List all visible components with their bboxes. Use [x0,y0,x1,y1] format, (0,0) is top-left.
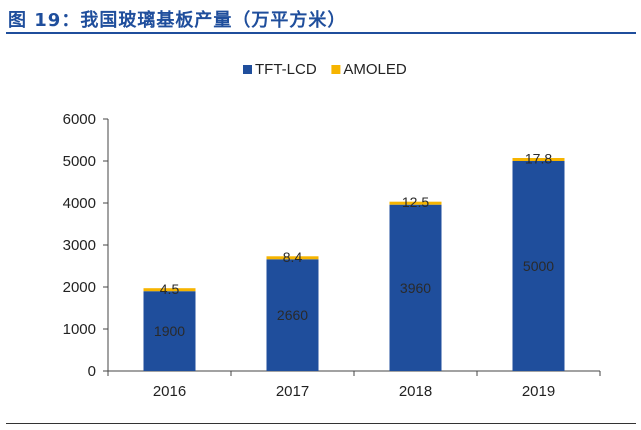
page-title: 图 19：我国玻璃基板产量（万平方米） [8,10,347,31]
amoled-bar [143,288,196,292]
y-tick-label: 3000 [63,237,96,254]
tft-lcd-data-label: 1900 [154,323,185,339]
y-tick-label: 5000 [63,153,96,170]
x-tick-label: 2019 [522,383,555,400]
amoled-data-label: 4.5 [160,281,180,297]
amoled-data-label: 12.5 [402,194,429,210]
tft-lcd-bar [143,291,196,371]
amoled-bar [512,158,565,161]
tft-lcd-data-label: 3960 [400,280,431,296]
x-tick-label: 2016 [153,383,186,400]
tft-lcd-bar [512,161,565,371]
y-tick-label: 1000 [63,321,96,338]
amoled-bar [266,256,319,260]
tft-lcd-bar [266,259,319,371]
bottom-rule [6,423,636,424]
legend-label-amoled: AMOLED [343,61,407,78]
y-tick-label: 0 [88,363,96,380]
tft-lcd-data-label: 2660 [277,307,308,323]
title-bar: 图 19：我国玻璃基板产量（万平方米） [6,4,636,34]
y-tick-label: 2000 [63,279,96,296]
tft-lcd-data-label: 5000 [523,258,554,274]
amoled-bar [389,201,442,205]
amoled-data-label: 8.4 [283,249,303,265]
tft-lcd-bar [389,204,442,371]
y-tick-label: 4000 [63,195,96,212]
y-tick-label: 6000 [63,111,96,128]
x-tick-label: 2018 [399,383,432,400]
legend-label-tft-lcd: TFT-LCD [255,61,317,78]
legend-swatch-tft-lcd [243,65,252,74]
amoled-data-label: 17.8 [525,150,552,166]
legend-swatch-amoled [331,65,341,74]
x-tick-label: 2017 [276,383,309,400]
